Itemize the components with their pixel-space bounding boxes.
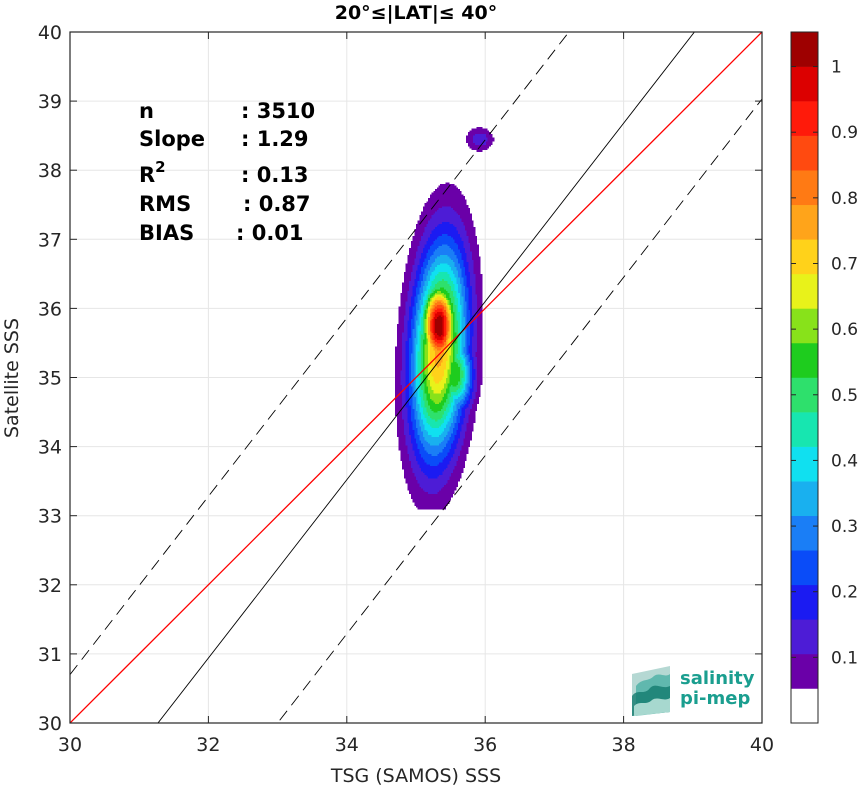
y-tick-label: 34 bbox=[38, 437, 62, 459]
colorbar-segment bbox=[791, 516, 818, 551]
stat-label: BIAS bbox=[139, 221, 194, 245]
colorbar-tick-label: 0.5 bbox=[831, 386, 858, 406]
stat-value: : 3510 bbox=[241, 99, 315, 123]
colorbar-segment bbox=[791, 585, 818, 620]
colorbar-segment bbox=[791, 688, 818, 723]
colorbar-tick-label: 0.1 bbox=[831, 648, 858, 668]
x-tick-label: 32 bbox=[196, 734, 220, 756]
colorbar-tick-label: 0.3 bbox=[831, 517, 858, 537]
stat-value: : 0.01 bbox=[236, 221, 304, 245]
colorbar-segment bbox=[791, 101, 818, 136]
colorbar-segment bbox=[791, 67, 818, 102]
stat-value: : 1.29 bbox=[241, 127, 309, 151]
colorbar-segment bbox=[791, 136, 818, 171]
colorbar-segment bbox=[791, 412, 818, 447]
colorbar-segment bbox=[791, 447, 818, 482]
y-tick-label: 31 bbox=[38, 644, 62, 666]
x-tick-label: 40 bbox=[750, 734, 774, 756]
y-tick-label: 35 bbox=[38, 368, 62, 390]
y-tick-label: 30 bbox=[38, 713, 62, 735]
colorbar-segment bbox=[791, 170, 818, 205]
stat-label: Slope bbox=[139, 127, 205, 151]
colorbar-segment bbox=[791, 619, 818, 654]
y-tick-label: 32 bbox=[38, 575, 62, 597]
colorbar-tick-label: 0.7 bbox=[831, 254, 858, 274]
logo-line1: salinity bbox=[680, 668, 755, 689]
colorbar-tick-label: 0.2 bbox=[831, 583, 858, 603]
colorbar-tick-label: 1 bbox=[831, 58, 842, 78]
colorbar-tick-label: 0.6 bbox=[831, 320, 858, 340]
stat-superscript: 2 bbox=[155, 158, 165, 176]
stat-label: n bbox=[139, 99, 154, 123]
colorbar-tick-label: 0.8 bbox=[831, 189, 858, 209]
x-tick-label: 30 bbox=[58, 734, 82, 756]
colorbar: 0.1 0.2 0.3 0.4 0.5 0.6 0.7 0.8 0.9 1 bbox=[791, 32, 858, 723]
colorbar-segment bbox=[791, 308, 818, 343]
colorbar-segment bbox=[791, 481, 818, 516]
colorbar-segment bbox=[791, 550, 818, 585]
salinity-pi-mep-logo: salinity pi-mep bbox=[632, 666, 755, 716]
y-tick-label: 36 bbox=[38, 298, 62, 320]
x-axis-label: TSG (SAMOS) SSS bbox=[330, 765, 501, 787]
stat-value: : 0.13 bbox=[241, 163, 309, 187]
y-tick-label: 39 bbox=[38, 91, 62, 113]
y-tick-label: 38 bbox=[38, 160, 62, 182]
chart-title: 20°≤|LAT|≤ 40° bbox=[335, 2, 498, 24]
colorbar-segment bbox=[791, 654, 818, 689]
colorbar-segment bbox=[791, 343, 818, 378]
y-tick-label: 33 bbox=[38, 506, 62, 528]
stat-label: RMS bbox=[139, 192, 191, 216]
colorbar-tick-label: 0.4 bbox=[831, 451, 858, 471]
colorbar-segment bbox=[791, 274, 818, 309]
x-tick-label: 34 bbox=[335, 734, 359, 756]
x-tick-label: 38 bbox=[612, 734, 636, 756]
y-tick-label: 40 bbox=[38, 22, 62, 44]
logo-line2: pi-mep bbox=[680, 688, 750, 709]
x-tick-label: 36 bbox=[473, 734, 497, 756]
logo-waves-icon bbox=[632, 666, 670, 716]
colorbar-segment bbox=[791, 205, 818, 240]
colorbar-segment bbox=[791, 32, 818, 67]
y-axis-label: Satellite SSS bbox=[1, 318, 23, 438]
colorbar-tick-label: 0.9 bbox=[831, 123, 858, 143]
y-tick-label: 37 bbox=[38, 229, 62, 251]
stat-value: : 0.87 bbox=[243, 192, 311, 216]
colorbar-segment bbox=[791, 239, 818, 274]
